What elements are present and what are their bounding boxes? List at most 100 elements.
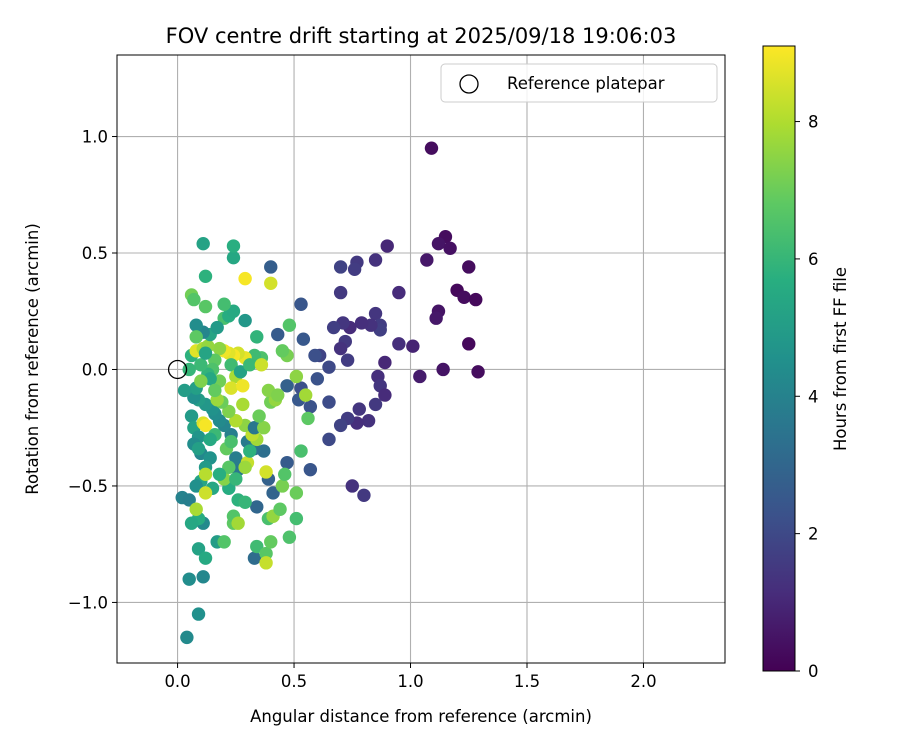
data-point — [189, 502, 203, 516]
data-point — [243, 444, 257, 458]
data-point — [203, 432, 217, 447]
data-point — [368, 253, 383, 267]
plot-frame — [116, 54, 726, 664]
data-point — [443, 241, 457, 256]
data-point — [198, 269, 213, 284]
data-point — [191, 542, 206, 556]
data-point — [196, 236, 210, 251]
colorbar-tick-label: 0 — [808, 662, 819, 681]
data-point — [333, 418, 348, 433]
data-point — [247, 551, 262, 565]
x-tick-label: 1.0 — [397, 672, 423, 691]
data-point — [229, 472, 243, 486]
data-point — [406, 339, 420, 353]
data-point — [226, 239, 241, 253]
data-point — [345, 479, 359, 493]
y-axis-ticks: −1.0 −0.5 0.0 0.5 1.0 — [68, 128, 117, 612]
data-point — [212, 467, 227, 482]
data-point — [238, 460, 252, 475]
data-point — [462, 260, 476, 274]
data-point — [224, 381, 238, 395]
x-axis-ticks: 0.0 0.5 1.0 1.5 2.0 — [164, 663, 657, 691]
data-point — [392, 337, 406, 351]
reference-marker — [167, 359, 188, 380]
data-point — [289, 486, 304, 500]
data-point — [247, 421, 262, 435]
data-point — [340, 353, 355, 367]
data-point — [180, 630, 194, 645]
colorbar-label: Hours from first FF file — [831, 267, 850, 451]
data-point — [322, 395, 336, 409]
data-point — [250, 500, 264, 514]
data-point — [392, 285, 406, 300]
x-axis-label: Angular distance from reference (arcmin) — [250, 707, 592, 726]
data-point — [198, 551, 213, 565]
legend-entry: Reference platepar — [507, 74, 665, 93]
data-point — [354, 316, 369, 330]
data-point — [303, 462, 318, 477]
data-point — [236, 379, 250, 393]
data-point — [271, 327, 285, 342]
data-point — [310, 372, 325, 386]
colorbar-tick-label: 4 — [808, 387, 819, 406]
data-point — [280, 455, 294, 470]
data-point — [303, 400, 318, 414]
data-point — [198, 346, 213, 360]
data-point — [259, 556, 273, 570]
data-point — [380, 239, 394, 253]
data-point — [226, 304, 241, 318]
data-point — [368, 306, 383, 321]
data-point — [182, 493, 196, 507]
data-point — [208, 383, 222, 398]
data-point — [222, 404, 236, 419]
data-point — [347, 262, 362, 277]
data-point — [322, 360, 336, 374]
data-point — [273, 502, 287, 516]
data-point — [294, 444, 308, 458]
data-point — [236, 397, 250, 412]
data-point — [457, 290, 471, 304]
reference-platepar-point — [167, 359, 188, 380]
data-point — [289, 369, 304, 384]
data-point — [191, 441, 206, 456]
data-point — [231, 516, 245, 530]
colorbar-tick-label: 2 — [808, 525, 819, 544]
data-point — [264, 276, 278, 290]
data-point — [378, 355, 392, 370]
data-point — [198, 486, 213, 500]
data-point — [210, 320, 224, 335]
data-point — [198, 299, 213, 314]
data-point — [462, 337, 476, 351]
data-point — [226, 250, 241, 265]
y-tick-label: 0.0 — [82, 360, 108, 379]
data-point — [264, 260, 278, 274]
data-point — [413, 369, 427, 384]
x-tick-label: 2.0 — [630, 672, 656, 691]
data-point — [298, 388, 313, 402]
data-point — [191, 607, 206, 621]
data-point — [250, 330, 264, 344]
data-point — [233, 365, 248, 379]
data-point — [424, 141, 439, 155]
data-point — [254, 358, 269, 372]
chart-title: FOV centre drift starting at 2025/09/18 … — [166, 24, 677, 48]
colorbar-ticks: 0 2 4 6 8 — [795, 113, 819, 681]
data-point — [420, 253, 434, 267]
data-point — [238, 313, 252, 328]
data-point — [224, 434, 238, 449]
data-point — [275, 344, 290, 358]
data-points — [175, 141, 485, 645]
data-point — [333, 285, 348, 300]
data-point — [271, 388, 285, 402]
data-point — [264, 535, 278, 549]
data-point — [378, 388, 392, 402]
data-point — [189, 330, 203, 344]
data-point — [189, 318, 203, 332]
data-point — [294, 297, 308, 311]
data-point — [278, 467, 292, 482]
data-point — [187, 292, 201, 307]
data-point — [266, 486, 280, 500]
data-point — [177, 383, 192, 398]
legend-box — [440, 63, 718, 103]
